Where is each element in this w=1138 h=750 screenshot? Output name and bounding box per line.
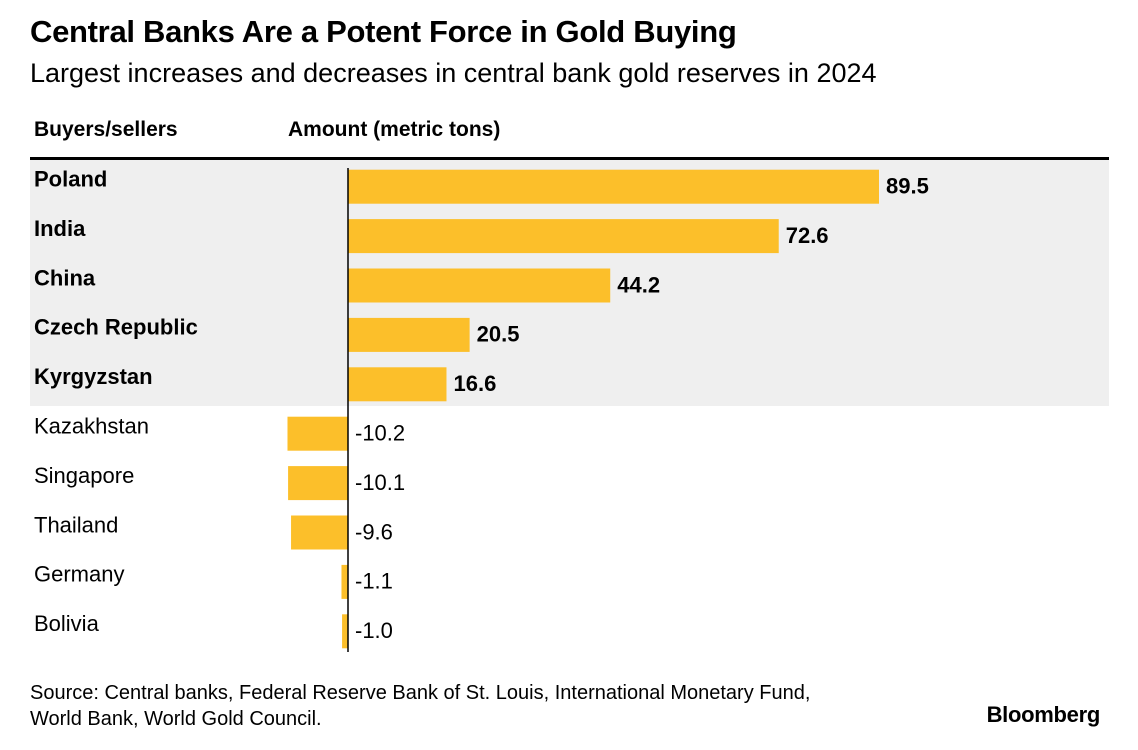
value-label-germany: -1.1	[355, 569, 393, 594]
value-label-poland: 89.5	[886, 174, 929, 199]
category-label-india: India	[34, 216, 86, 241]
bar-kazakhstan	[287, 416, 348, 451]
value-label-kyrgyzstan: 16.6	[453, 371, 496, 396]
bar-germany	[341, 564, 348, 599]
source-note: Source: Central banks, Federal Reserve B…	[30, 682, 811, 730]
category-label-bolivia: Bolivia	[34, 611, 100, 636]
bar-singapore	[288, 466, 348, 501]
bloomberg-logo: Bloomberg	[986, 702, 1101, 727]
bar-india	[348, 219, 779, 254]
category-label-czech-republic: Czech Republic	[34, 315, 198, 340]
chart-subtitle: Largest increases and decreases in centr…	[30, 58, 877, 88]
value-label-czech-republic: 20.5	[477, 322, 520, 347]
category-label-poland: Poland	[34, 167, 107, 192]
category-label-kyrgyzstan: Kyrgyzstan	[34, 364, 153, 389]
bar-thailand	[291, 515, 348, 550]
column-header-buyers-sellers: Buyers/sellers	[34, 118, 178, 141]
category-label-germany: Germany	[34, 562, 124, 587]
value-label-singapore: -10.1	[355, 470, 405, 495]
category-label-singapore: Singapore	[34, 463, 134, 488]
bar-bolivia	[342, 614, 348, 649]
header-rule	[30, 157, 1109, 160]
value-label-thailand: -9.6	[355, 519, 393, 544]
value-label-china: 44.2	[617, 272, 660, 297]
bar-china	[348, 268, 611, 303]
value-label-kazakhstan: -10.2	[355, 421, 405, 446]
category-label-china: China	[34, 265, 96, 290]
bar-poland	[348, 169, 879, 204]
chart-title: Central Banks Are a Potent Force in Gold…	[30, 14, 737, 49]
category-label-kazakhstan: Kazakhstan	[34, 414, 149, 439]
bar-czech-republic	[348, 317, 470, 352]
category-label-thailand: Thailand	[34, 512, 118, 537]
value-label-bolivia: -1.0	[355, 618, 393, 643]
bar-kyrgyzstan	[348, 367, 447, 402]
value-label-india: 72.6	[786, 223, 829, 248]
column-header-amount: Amount (metric tons)	[288, 118, 501, 141]
